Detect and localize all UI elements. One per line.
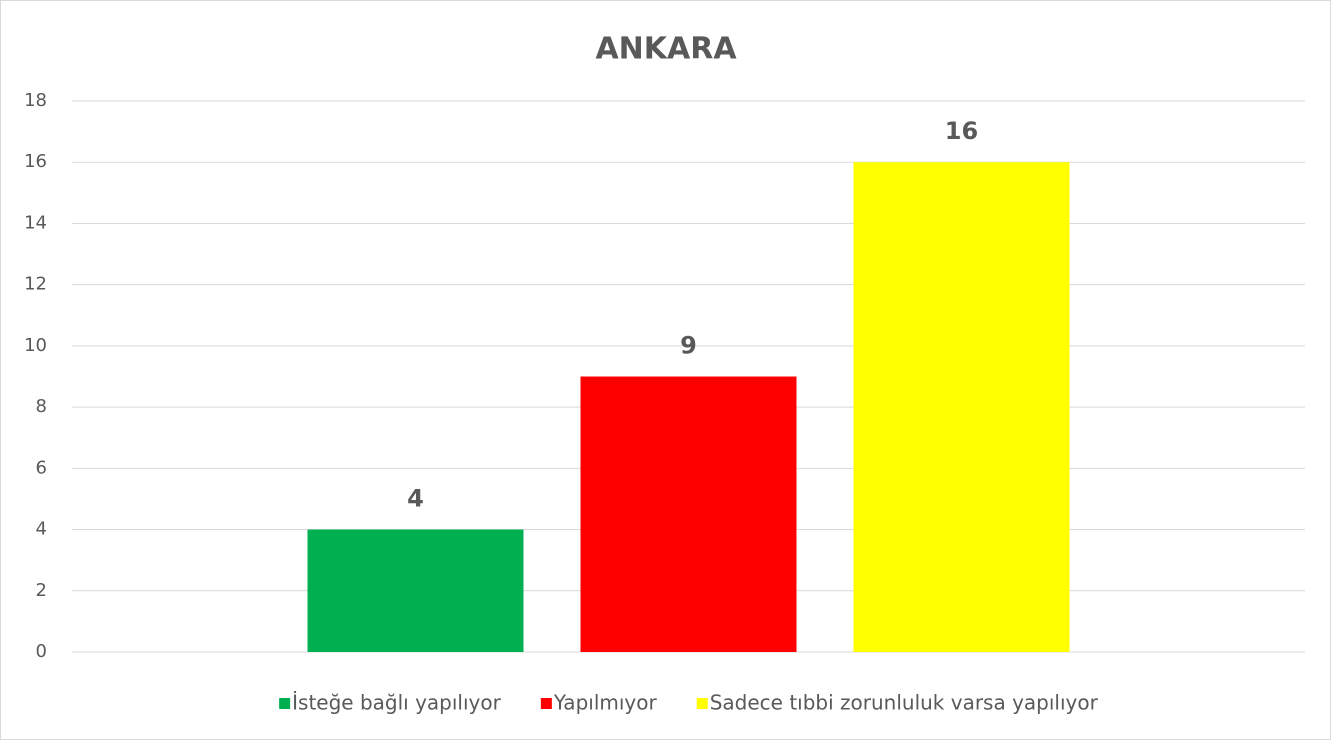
bar [580,376,797,652]
data-label: 9 [680,332,697,360]
y-tick-label: 18 [24,90,47,111]
legend-swatch [279,698,291,709]
data-label: 4 [407,485,424,513]
y-tick-label: 0 [36,641,47,662]
y-tick-label: 4 [36,519,47,540]
legend-swatch [696,698,708,709]
bar [307,529,524,652]
y-tick-label: 10 [24,335,47,356]
y-tick-label: 14 [24,212,47,233]
chart-title: ANKARA [595,32,737,67]
legend-label: Yapılmıyor [553,691,658,715]
y-tick-label: 16 [24,151,47,172]
data-label: 16 [945,117,978,145]
bar [853,162,1070,652]
y-tick-label: 2 [36,580,47,601]
y-tick-label: 6 [36,457,47,478]
y-tick-label: 8 [36,396,47,417]
legend-swatch [540,698,552,709]
y-tick-label: 12 [24,274,47,295]
legend-label: Sadece tıbbi zorunluluk varsa yapılıyor [710,691,1099,715]
legend-label: İsteğe bağlı yapılıyor [292,691,501,715]
